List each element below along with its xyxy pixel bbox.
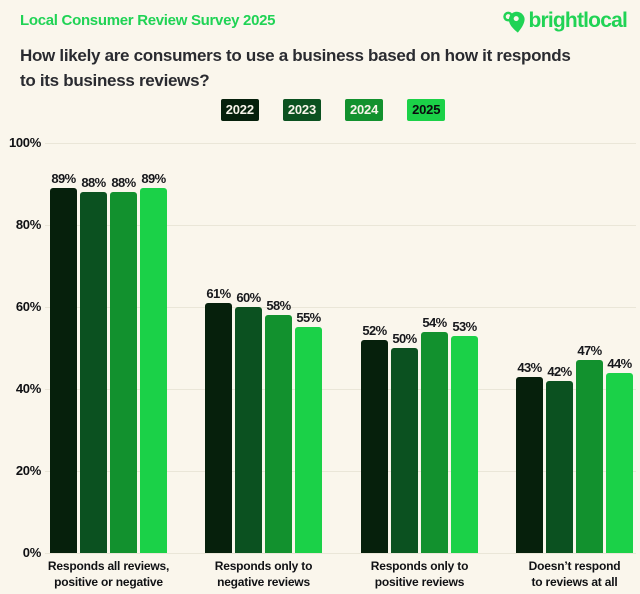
bar-2025 [140,188,167,553]
bar-2024 [265,315,292,553]
category-label: Doesn’t respond to reviews at all [528,559,621,589]
bar-value-label: 43% [517,360,542,375]
bar-column: 58% [265,143,292,553]
bar-value-label: 60% [236,290,261,305]
bar-group: 89% 88% 88% 89% [50,143,167,553]
y-tick-label: 20% [15,463,41,478]
bar-column: 53% [451,143,478,553]
y-tick-label: 60% [15,299,41,314]
bar-column: 52% [361,143,388,553]
bar-value-label: 42% [547,364,572,379]
chart-question: How likely are consumers to use a busine… [20,46,571,90]
bar-2022 [50,188,77,553]
bar-2023 [391,348,418,553]
bar-2022 [205,303,232,553]
bar-value-label: 47% [577,343,602,358]
category-label: Responds all reviews, positive or negati… [47,559,170,589]
gridline-40 [45,389,636,390]
bar-2022 [361,340,388,553]
gridline-80 [45,225,636,226]
bar-value-label: 58% [266,298,291,313]
legend-chip-2025: 2025 [407,99,446,121]
bar-column: 88% [110,143,137,553]
category-label: Responds only to positive reviews [370,559,469,589]
bar-column: 54% [421,143,448,553]
bar-column: 89% [140,143,167,553]
bar-2024 [421,332,448,553]
gridline-60 [45,307,636,308]
bar-column: 60% [235,143,262,553]
legend-chip-2024: 2024 [345,99,384,121]
bar-column: 47% [576,143,603,553]
brightlocal-logo-icon [503,11,526,33]
bar-group: 52% 50% 54% 53% [361,143,478,553]
category-label: Responds only to negative reviews [214,559,313,589]
bar-group: 61% 60% 58% 55% [205,143,322,553]
bar-2023 [80,192,107,553]
bar-column: 44% [606,143,633,553]
bar-value-label: 52% [362,323,387,338]
y-tick-label: 100% [8,135,41,150]
legend-chip-2023: 2023 [282,99,321,121]
bar-2025 [295,327,322,553]
brightlocal-logo: brightlocal [502,7,628,34]
bar-column: 43% [516,143,543,553]
bar-value-label: 89% [141,171,166,186]
bar-group: 43% 42% 47% 44% [516,143,633,553]
bar-column: 89% [50,143,77,553]
bar-value-label: 53% [452,319,477,334]
bar-2024 [110,192,137,553]
bar-column: 88% [80,143,107,553]
bar-value-label: 44% [607,356,632,371]
bar-value-label: 50% [392,331,417,346]
bar-2024 [576,360,603,553]
bar-value-label: 89% [51,171,76,186]
bar-2025 [451,336,478,553]
bar-value-label: 61% [206,286,231,301]
bar-value-label: 54% [422,315,447,330]
gridline-0 [45,553,636,554]
legend-chip-2022: 2022 [220,99,259,121]
bar-value-label: 55% [296,310,321,325]
y-tick-label: 80% [15,217,41,232]
bar-column: 42% [546,143,573,553]
bar-2022 [516,377,543,553]
bar-column: 55% [295,143,322,553]
y-tick-label: 40% [15,381,41,396]
bar-value-label: 88% [81,175,106,190]
bar-column: 50% [391,143,418,553]
gridline-100 [45,143,636,144]
chart-legend: 2022 2023 2024 2025 [0,99,640,121]
bar-value-label: 88% [111,175,136,190]
gridline-20 [45,471,636,472]
brightlocal-logo-text: brightlocal [528,8,627,32]
bar-2025 [606,373,633,553]
bar-column: 61% [205,143,232,553]
bar-2023 [546,381,573,553]
bar-2023 [235,307,262,553]
survey-title: Local Consumer Review Survey 2025 [20,12,276,29]
y-tick-label: 0% [22,545,42,560]
